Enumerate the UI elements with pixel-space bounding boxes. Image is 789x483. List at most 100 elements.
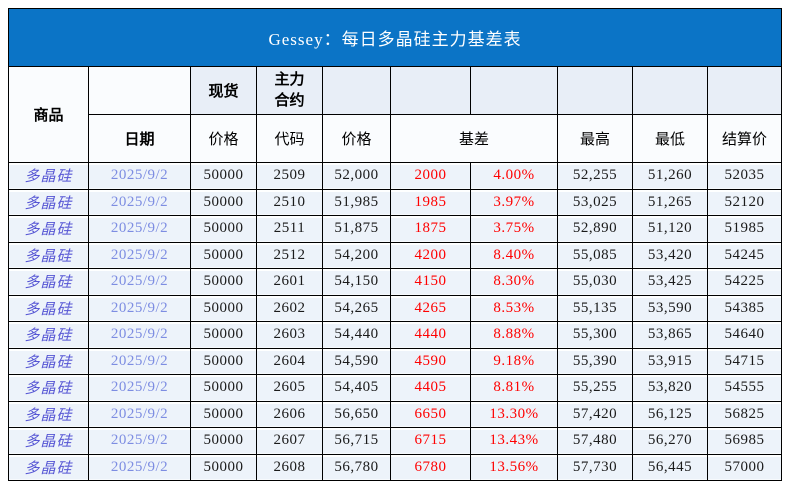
low-cell: 51,120 [632,215,708,243]
table-row: 多晶硅 2025/9/2 50000 2601 54,150 4150 8.30… [8,268,783,296]
settlement-cell: 54225 [706,268,783,296]
spot-price-cell: 50000 [190,294,257,322]
date-cell: 2025/9/2 [88,162,191,190]
contract-code-cell: 2607 [256,427,323,455]
table-row: 多晶硅 2025/9/2 50000 2603 54,440 4440 8.88… [8,321,783,349]
header-row-top: 商品 现货 主力合约 [8,66,783,163]
table-row: 多晶硅 2025/9/2 50000 2607 56,715 6715 13.4… [8,427,783,455]
product-cell: 多晶硅 [8,427,89,455]
basis-value-cell: 2000 [390,162,471,190]
header-row-bottom: 日期 价格 代码 价格 基差 最高 最低 结算价 [9,114,783,163]
spot-price-cell: 50000 [190,241,257,269]
product-cell: 多晶硅 [8,294,89,322]
high-cell: 52,890 [557,215,633,243]
table-row: 多晶硅 2025/9/2 50000 2606 56,650 6650 13.3… [8,400,783,428]
header-blank-4 [557,66,633,115]
header-main-contract: 主力合约 [256,66,323,115]
basis-value-cell: 4440 [390,321,471,349]
header-low: 最低 [632,114,708,163]
spot-price-cell: 50000 [190,400,257,428]
high-cell: 52,255 [557,162,633,190]
header-date: 日期 [88,114,191,163]
high-cell: 55,390 [557,347,633,375]
spot-price-cell: 50000 [190,162,257,190]
settlement-cell: 57000 [706,453,783,481]
low-cell: 53,420 [632,241,708,269]
high-cell: 55,135 [557,294,633,322]
product-cell: 多晶硅 [8,268,89,296]
basis-value-cell: 4150 [390,268,471,296]
basis-pct-cell: 13.43% [470,427,558,455]
spot-price-cell: 50000 [190,453,257,481]
spot-price-cell: 50000 [190,347,257,375]
basis-table: Gessey：每日多晶硅主力基差表 商品 现货 主力合约 日期 价格 代码 价格… [7,8,783,481]
header-high: 最高 [557,114,633,163]
basis-pct-cell: 9.18% [470,347,558,375]
spot-price-cell: 50000 [190,321,257,349]
basis-pct-cell: 4.00% [470,162,558,190]
header-code: 代码 [256,114,323,163]
futures-price-cell: 54,405 [322,374,391,402]
date-cell: 2025/9/2 [88,453,191,481]
settlement-cell: 54555 [706,374,783,402]
page: Gessey：每日多晶硅主力基差表 商品 现货 主力合约 日期 价格 代码 价格… [7,8,783,481]
basis-pct-cell: 3.75% [470,215,558,243]
basis-value-cell: 4590 [390,347,471,375]
spot-price-cell: 50000 [190,268,257,296]
basis-value-cell: 6780 [390,453,471,481]
basis-value-cell: 4405 [390,374,471,402]
futures-price-cell: 56,650 [322,400,391,428]
header-spot: 现货 [190,66,257,115]
low-cell: 56,125 [632,400,708,428]
table-row: 多晶硅 2025/9/2 50000 2602 54,265 4265 8.53… [8,294,783,322]
header-empty-above-date [88,66,191,115]
futures-price-cell: 51,985 [322,188,391,216]
product-cell: 多晶硅 [8,241,89,269]
basis-pct-cell: 8.88% [470,321,558,349]
futures-price-cell: 54,265 [322,294,391,322]
table-row: 多晶硅 2025/9/2 50000 2608 56,780 6780 13.5… [8,453,783,481]
basis-value-cell: 6650 [390,400,471,428]
product-cell: 多晶硅 [8,374,89,402]
futures-price-cell: 54,440 [322,321,391,349]
date-cell: 2025/9/2 [88,188,191,216]
header-basis: 基差 [390,114,558,163]
contract-code-cell: 2509 [256,162,323,190]
product-cell: 多晶硅 [8,188,89,216]
date-cell: 2025/9/2 [88,427,191,455]
contract-code-cell: 2603 [256,321,323,349]
low-cell: 53,425 [632,268,708,296]
basis-pct-cell: 8.30% [470,268,558,296]
futures-price-cell: 56,715 [322,427,391,455]
basis-pct-cell: 13.56% [470,453,558,481]
low-cell: 51,265 [632,188,708,216]
low-cell: 53,865 [632,321,708,349]
low-cell: 56,270 [632,427,708,455]
high-cell: 57,730 [557,453,633,481]
header-blank-5 [632,66,708,115]
header-blank-2 [390,66,471,115]
low-cell: 53,820 [632,374,708,402]
product-cell: 多晶硅 [8,453,89,481]
date-cell: 2025/9/2 [88,374,191,402]
settlement-cell: 56985 [706,427,783,455]
product-cell: 多晶硅 [8,400,89,428]
high-cell: 55,085 [557,241,633,269]
settlement-cell: 56825 [706,400,783,428]
futures-price-cell: 51,875 [322,215,391,243]
page-title: Gessey：每日多晶硅主力基差表 [7,8,783,67]
basis-value-cell: 6715 [390,427,471,455]
low-cell: 51,260 [632,162,708,190]
header-spot-price: 价格 [190,114,257,163]
spot-price-cell: 50000 [190,215,257,243]
basis-pct-cell: 13.30% [470,400,558,428]
settlement-cell: 54640 [706,321,783,349]
high-cell: 57,480 [557,427,633,455]
contract-code-cell: 2605 [256,374,323,402]
table-body: 多晶硅 2025/9/2 50000 2509 52,000 2000 4.00… [8,162,783,481]
high-cell: 55,030 [557,268,633,296]
header-product: 商品 [8,66,89,163]
settlement-cell: 54715 [706,347,783,375]
date-cell: 2025/9/2 [88,294,191,322]
product-cell: 多晶硅 [8,347,89,375]
